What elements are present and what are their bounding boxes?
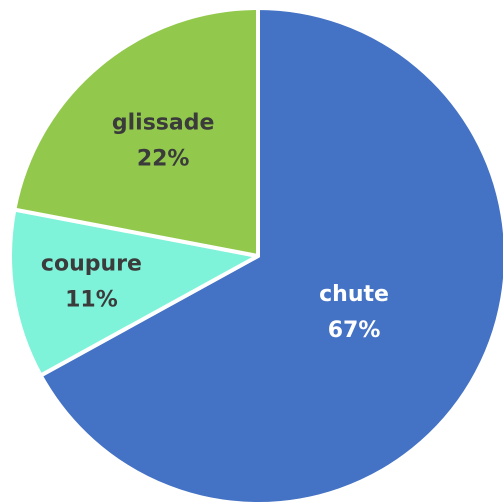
- slice-value-label: 67%: [328, 318, 381, 343]
- slice-label: glissade: [112, 110, 215, 135]
- pie-slice: [38, 6, 503, 502]
- slice-value-label: 11%: [65, 287, 118, 312]
- slice-label: chute: [319, 282, 389, 307]
- slice-label: coupure: [41, 251, 142, 276]
- pie-slice: [12, 6, 260, 258]
- slice-value-label: 22%: [137, 146, 190, 171]
- pie-slice: [8, 207, 260, 378]
